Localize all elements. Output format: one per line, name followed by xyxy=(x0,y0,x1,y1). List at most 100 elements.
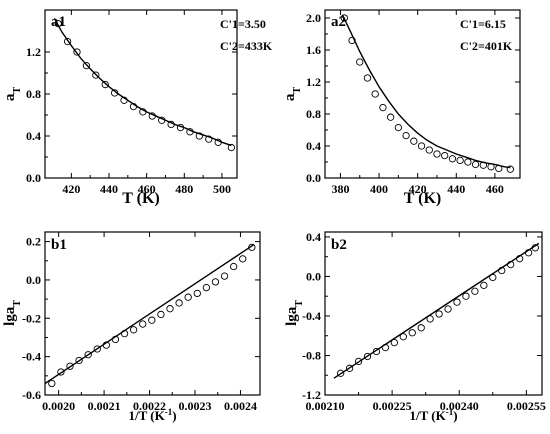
x-tick-label: 0.0023 xyxy=(179,399,212,413)
data-point xyxy=(93,345,101,353)
data-point xyxy=(456,156,464,165)
panel-b1: 0.0020 0.0021 0.0022 0.0023 0.0024 -0.6 -0.4 -0… xyxy=(2,231,261,423)
y-axis-label: aT xyxy=(2,87,23,102)
x-tick-label: 0.00225 xyxy=(373,399,412,413)
x-tick-label: 0.0022 xyxy=(133,399,166,413)
x-tick-label: 480 xyxy=(175,182,193,196)
data-point xyxy=(453,298,461,306)
data-point xyxy=(345,364,354,372)
x-tick-label: 440 xyxy=(447,182,465,196)
data-point xyxy=(63,37,72,46)
data-point xyxy=(211,278,220,286)
x-tick-label: 0.00210 xyxy=(306,399,345,413)
data-point xyxy=(48,379,56,388)
data-point xyxy=(92,71,100,79)
x-tick-label: 0.0024 xyxy=(224,399,257,413)
data-point xyxy=(408,329,416,337)
data-point xyxy=(184,293,192,301)
data-point xyxy=(101,80,109,89)
data-point xyxy=(66,362,74,370)
y-tick-label: 0.4 xyxy=(306,139,321,153)
data-point xyxy=(54,19,62,28)
data-point xyxy=(202,283,211,292)
y-tick-label: 1.2 xyxy=(306,75,321,89)
fit-line xyxy=(341,14,511,169)
data-point xyxy=(480,281,488,289)
y-tick-label: 0.0 xyxy=(26,273,41,287)
y-tick-label: 0.8 xyxy=(306,107,321,121)
data-point xyxy=(354,357,363,366)
data-point xyxy=(363,352,372,361)
data-point xyxy=(444,305,452,313)
y-tick-label: -0.8 xyxy=(302,348,321,362)
y-axis-label: aT xyxy=(282,87,303,102)
data-point xyxy=(435,310,443,318)
data-point xyxy=(337,369,345,377)
x-tick-label: 0.00255 xyxy=(507,399,546,413)
y-tick-label: 2.0 xyxy=(306,11,321,25)
data-point xyxy=(394,123,403,132)
data-point xyxy=(410,137,418,145)
panel-label: a2 xyxy=(331,14,346,30)
data-point xyxy=(462,292,470,300)
x-tick-label: 460 xyxy=(138,182,156,196)
x-tick-label: 440 xyxy=(100,182,118,196)
y-tick-label: 1.6 xyxy=(306,43,321,57)
data-point xyxy=(57,368,65,376)
data-point xyxy=(399,333,407,341)
data-point xyxy=(157,310,165,319)
data-point xyxy=(390,338,398,347)
x-tick-label: 460 xyxy=(486,182,504,196)
annotation: C'2=433K xyxy=(220,39,273,53)
x-tick-label: 0.0021 xyxy=(88,399,121,413)
data-point xyxy=(425,146,433,154)
panel-label: b1 xyxy=(51,237,67,253)
y-tick-label: -0.6 xyxy=(22,388,41,402)
data-point xyxy=(195,132,204,140)
data-point xyxy=(220,272,229,280)
data-point xyxy=(175,299,183,307)
data-point xyxy=(371,90,379,98)
data-point xyxy=(129,326,138,334)
data-point xyxy=(464,158,472,166)
x-tick-label: 380 xyxy=(331,182,349,196)
fit-line xyxy=(53,18,232,147)
panel-a2: 380 400 420 440 460 0.0 0.4 0.8 1.2 1.6 2.0 a2 C'1=6… xyxy=(282,9,521,207)
y-tick-label: 0.0 xyxy=(306,269,321,283)
plot-frame xyxy=(324,9,521,179)
panel-b2: 0.00210 0.00225 0.00240 0.00255 -1.2 -0.8 -0.4… xyxy=(284,230,546,423)
data-point xyxy=(506,165,514,173)
y-tick-label: -0.2 xyxy=(22,311,41,325)
data-point xyxy=(166,305,174,313)
y-tick-label: 0.2 xyxy=(26,235,41,249)
y-tick-label: -0.4 xyxy=(22,350,41,364)
data-point xyxy=(471,160,480,169)
data-point xyxy=(82,62,91,70)
x-axis-label: 1/T (K-1) xyxy=(128,407,176,423)
data-point xyxy=(471,287,479,295)
data-point xyxy=(386,113,395,121)
panel-label: b2 xyxy=(331,237,347,253)
panel-label: a1 xyxy=(51,14,66,30)
y-tick-label: 1.2 xyxy=(26,45,41,59)
x-tick-label: 420 xyxy=(409,182,427,196)
data-point xyxy=(139,320,147,328)
data-point xyxy=(148,316,156,324)
data-point xyxy=(433,150,441,158)
data-point xyxy=(379,103,387,112)
x-axis-label: T (K) xyxy=(404,190,441,207)
x-axis-label: T (K) xyxy=(122,190,159,207)
y-tick-label: 0.0 xyxy=(306,171,321,185)
x-tick-label: 500 xyxy=(213,182,231,196)
data-point xyxy=(402,131,410,140)
data-point xyxy=(356,58,364,66)
data-point xyxy=(193,289,201,298)
data-point xyxy=(73,48,81,56)
plot-frame xyxy=(44,231,261,396)
data-point xyxy=(75,356,83,365)
fit-line xyxy=(333,242,540,379)
data-point xyxy=(227,143,236,152)
data-point xyxy=(84,351,92,359)
data-point xyxy=(229,262,238,271)
